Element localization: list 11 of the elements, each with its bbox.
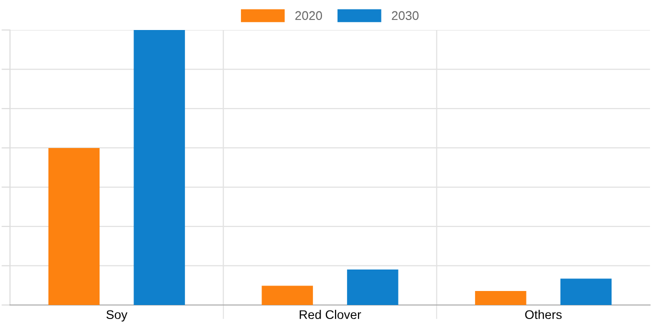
bar	[262, 286, 313, 305]
legend-label: 2020	[295, 11, 322, 20]
x-tick-label: Others	[525, 310, 562, 320]
bar	[134, 30, 185, 305]
bar	[347, 270, 398, 305]
bar	[475, 290, 526, 305]
bar	[560, 278, 612, 305]
x-tick-label: Red Clover	[300, 310, 362, 320]
legend-label: 2030	[392, 11, 419, 20]
bar	[48, 148, 100, 305]
x-tick-label: Soy	[106, 310, 128, 322]
